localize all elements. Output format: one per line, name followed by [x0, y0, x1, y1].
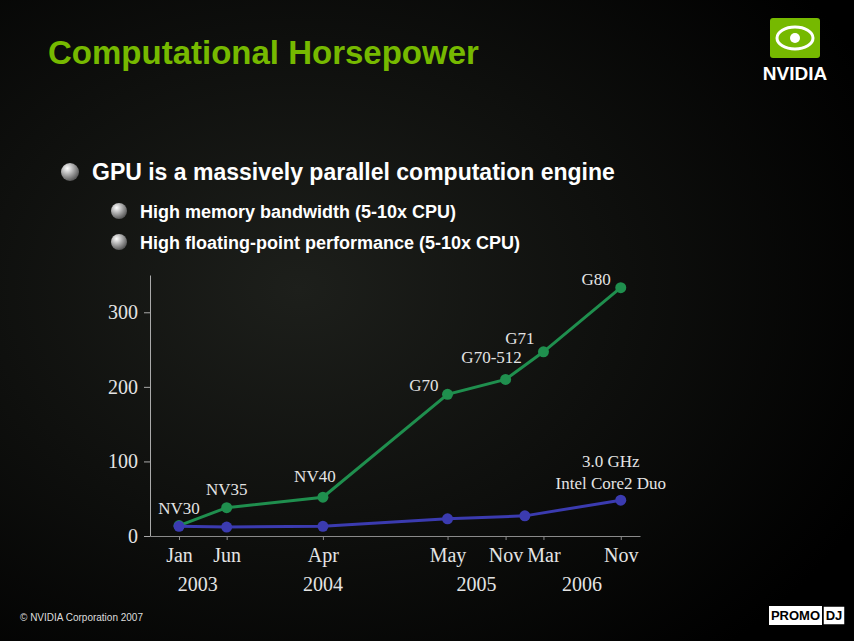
sub-bullet-icon: [111, 234, 127, 250]
y-tick: 0: [128, 525, 150, 547]
y-tick-label: 300: [108, 301, 138, 323]
slide-svg: Computational Horsepower NVIDIA GPU is a m…: [0, 0, 854, 641]
y-axis-line: [150, 276, 151, 537]
watermark-box: [769, 606, 822, 625]
y-tick-label: 100: [108, 450, 138, 472]
y-tick-mark: [144, 536, 150, 537]
y-tick-mark: [144, 387, 150, 388]
bullet: GPU is a massively parallel computation …: [92, 159, 615, 185]
data-point: [442, 389, 453, 400]
y-axis: 0 100 200 300: [108, 276, 151, 547]
series-line: [179, 288, 621, 526]
x-tick: Jun: [213, 536, 241, 566]
x-tick-label: Jan: [166, 544, 193, 566]
logo: NVIDIA: [763, 18, 828, 84]
x-tick-mark: [543, 536, 544, 540]
slide: Computational Horsepower NVIDIA GPU is a m…: [0, 0, 854, 641]
logo-text: NVIDIA: [763, 63, 828, 84]
x-year-label: 2006: [562, 573, 602, 595]
data-point: [221, 502, 232, 513]
data-point: [442, 513, 453, 524]
x-tick-mark: [506, 536, 507, 540]
data-point: [317, 521, 328, 532]
point-label: G80: [581, 270, 610, 289]
point-label: 3.0 GHzIntel Core2 Duo: [556, 452, 666, 493]
data-point: [500, 374, 511, 385]
x-tick: Apr: [308, 536, 339, 567]
data-point: [174, 520, 185, 531]
x-tick-mark: [179, 536, 180, 540]
sub-bullet: High floating-point performance (5-10x C…: [140, 233, 520, 253]
data-point: [615, 282, 626, 293]
x-axis: JanJunAprMayNovMarNov: [151, 536, 641, 567]
x-tick-mark: [448, 536, 449, 540]
y-tick-mark: [144, 461, 150, 462]
x-tick-label: May: [430, 544, 467, 567]
sub-bullet: High memory bandwidth (5-10x CPU): [140, 202, 456, 222]
bullet-icon: [61, 163, 79, 181]
data-point: [538, 346, 549, 357]
data-point: [519, 510, 530, 521]
point-label: NV30: [158, 499, 200, 518]
x-tick-mark: [621, 536, 622, 540]
chart: JanJunAprMayNovMarNov2003200420052006010…: [108, 270, 666, 595]
data-point: [174, 521, 185, 532]
watermark-box: [823, 606, 845, 625]
background: [0, 0, 854, 641]
series-line: [179, 500, 621, 527]
x-tick: Nov: [489, 536, 523, 566]
x-year-label: 2005: [457, 573, 497, 595]
data-point: [615, 495, 626, 506]
x-axis-line: [151, 536, 641, 537]
data-point: [317, 492, 328, 503]
footer: © NVIDIA Corporation 2007: [20, 612, 143, 623]
logo-mark: [770, 18, 820, 58]
x-tick: Jan: [166, 536, 193, 566]
watermark-text: PROMO: [771, 608, 820, 623]
point-label: G70: [409, 376, 438, 395]
data-point: [221, 522, 232, 533]
point-label: G71: [505, 329, 534, 348]
x-tick-label: Jun: [213, 544, 241, 566]
point-label: NV40: [294, 467, 336, 486]
point-labels: NV30 NV35 NV40 G70 G70-512G71 G80 3.0 GHzIntel…: [158, 270, 666, 518]
slide-title: Computational Horsepower: [48, 34, 479, 71]
y-tick-label: 0: [128, 525, 138, 547]
x-tick: Mar: [527, 536, 561, 566]
x-tick-label: Mar: [527, 544, 561, 566]
y-tick-label: 200: [108, 376, 138, 398]
sub-bullet-icon: [111, 203, 127, 219]
watermark-text: DJ: [826, 608, 843, 623]
x-tick-mark: [323, 536, 324, 540]
watermark: PROMO DJ: [769, 606, 845, 625]
x-tick-label: Nov: [604, 544, 638, 566]
x-tick-mark: [227, 536, 228, 540]
point-label: G70-512: [461, 348, 521, 367]
x-tick-label: Nov: [489, 544, 523, 566]
x-year-label: 2003: [178, 573, 218, 595]
x-tick: Nov: [604, 536, 638, 566]
logo-pupil: [790, 33, 800, 43]
x-tick-label: Apr: [308, 544, 339, 567]
y-tick: 300: [108, 301, 150, 323]
y-tick-mark: [144, 312, 150, 313]
y-tick: 100: [108, 450, 150, 472]
plot-marks: [174, 282, 627, 532]
x-year-labels: 2003 2004 2005 2006: [178, 573, 602, 595]
x-tick: May: [430, 536, 467, 567]
x-year-label: 2004: [303, 573, 343, 595]
logo-eye: [777, 27, 813, 49]
y-tick: 200: [108, 376, 150, 398]
point-label: NV35: [206, 480, 248, 499]
